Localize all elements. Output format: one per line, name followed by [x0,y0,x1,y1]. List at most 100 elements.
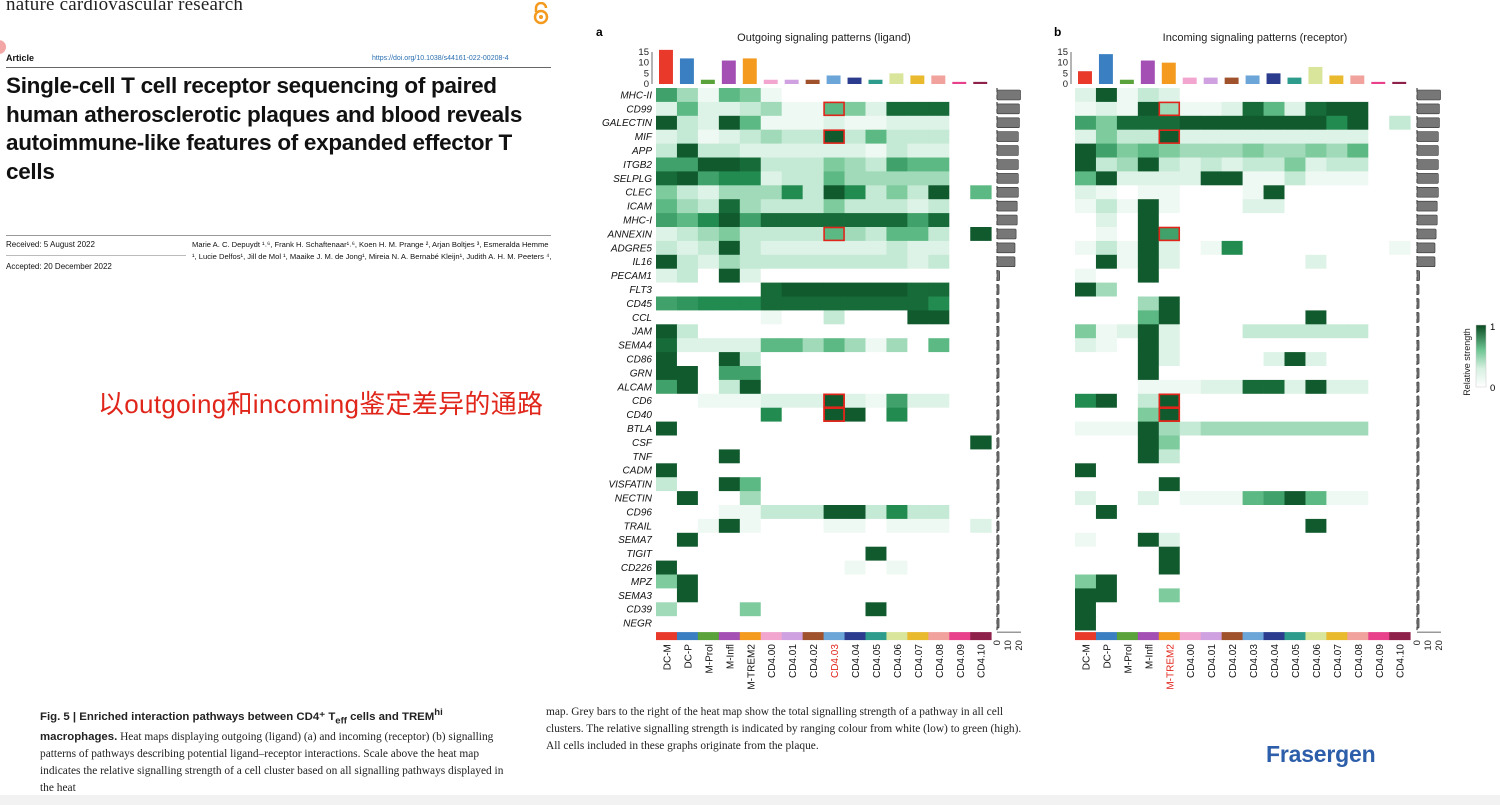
heatmap-cell [907,296,929,311]
column-color-strip [865,632,887,641]
doi-link[interactable]: https://doi.org/10.1038/s44161-022-00208… [372,55,509,62]
total-strength-bar [996,339,1000,351]
heatmap-cell [718,338,741,353]
heatmap-cell [1116,254,1139,270]
heatmap-cell [1075,143,1097,158]
heatmap-cell [1116,518,1139,534]
heatmap-cell [1221,505,1243,520]
heatmap-cell [865,101,887,117]
heatmap-cell [1347,254,1369,270]
column-color-strip [739,632,762,641]
heatmap-cell [1095,616,1118,631]
heatmap-cell [1221,393,1243,409]
total-strength-bar [996,214,1018,226]
heatmap-cell [1158,532,1181,548]
total-strength-bar [996,451,1000,462]
heatmap-cell [844,435,866,450]
caption-text-left: Heat maps displaying outgoing (ligand) (… [40,731,504,795]
heatmap-cell [1242,574,1264,589]
total-strength-bar [1416,451,1420,462]
heatmap-cell [1200,560,1223,575]
heatmap-cell [1075,171,1097,186]
heatmap-cell [865,338,887,353]
heatmap-cell [970,379,992,395]
heatmap-cell [844,616,866,631]
heatmap-cell [1389,88,1411,103]
heatmap-cell [781,518,804,534]
caption-fig-label-tail: cells and TREM [346,710,435,723]
heatmap-cell [1221,101,1243,117]
heatmap-cell [697,449,720,464]
total-strength-bar [1416,548,1420,559]
heatmap-cell [718,282,741,297]
heatmap-cell [886,616,908,631]
heatmap-cell [1305,310,1327,325]
heatmap-cell [1368,254,1390,270]
column-color-strip [718,632,741,641]
row-label: CD96 [626,507,652,518]
heatmap-cell [781,532,804,548]
heatmap-cell [1368,185,1390,200]
heatmap-cell [1284,435,1306,450]
heatmap-cell [970,143,992,158]
heatmap-cell [865,282,887,297]
total-strength-bar [1416,339,1420,351]
heatmap-cell [676,574,699,589]
column-label: DC-M [662,644,673,670]
heatmap-cell [1347,491,1369,506]
heatmap-cell [886,268,908,283]
heatmap-cell [1368,616,1390,631]
total-strength-bar [1416,520,1420,532]
heatmap-cell [739,296,762,311]
heatmap-cell [697,171,720,186]
heatmap-cell [865,407,887,422]
heatmap-cell [1179,101,1202,117]
heatmap-cell [1305,129,1327,144]
heatmap-cell [1242,379,1264,395]
heatmap-cell [844,282,866,297]
heatmap-cell [1158,463,1181,478]
heatmap-cell [1075,101,1097,117]
heatmap-cell [865,268,887,283]
heatmap-title: Incoming signaling patterns (receptor) [1163,32,1348,44]
heatmap-cell [865,310,887,325]
heatmap-cell [1305,143,1327,158]
heatmap-cell [739,560,762,575]
heatmap-cell [1221,157,1243,172]
heatmap-cell [1389,352,1411,367]
heatmap-cell [823,574,845,589]
heatmap-cell [1368,463,1390,478]
heatmap-cell [949,199,971,214]
heatmap-cell [844,352,866,367]
total-strength-bar [996,270,1000,281]
heatmap-cell [1137,602,1160,617]
heatmap-cell [1263,88,1285,103]
heatmap-cell [1200,227,1223,242]
heatmap-cell [949,296,971,311]
heatmap-cell [1179,268,1202,283]
heatmap-cell [1221,560,1243,575]
heatmap-cell [970,491,992,506]
heatmap-cell [1305,227,1327,242]
heatmap-cell [1305,268,1327,283]
heatmap-cell [928,491,950,506]
heatmap-cell [760,518,783,534]
heatmap-cell [1200,115,1223,131]
heatmap-cell [1347,477,1369,492]
heatmap-cell [1242,129,1264,144]
heatmap-cell [1179,393,1202,409]
heatmap-cell [781,602,804,617]
total-strength-bar [996,548,1000,559]
row-label: ICAM [627,202,653,213]
heatmap-cell [676,449,699,464]
heatmap-cell [1284,393,1306,409]
heatmap-cell [676,505,699,520]
heatmap-cell [697,296,720,311]
strength-bar [1350,75,1365,84]
heatmap-cell [928,115,950,131]
heatmap-cell [1242,532,1264,548]
heatmap-cell [656,199,678,214]
heatmap-cell [970,505,992,520]
heatmap-cell [1075,185,1097,200]
heatmap-cell [1326,199,1348,214]
